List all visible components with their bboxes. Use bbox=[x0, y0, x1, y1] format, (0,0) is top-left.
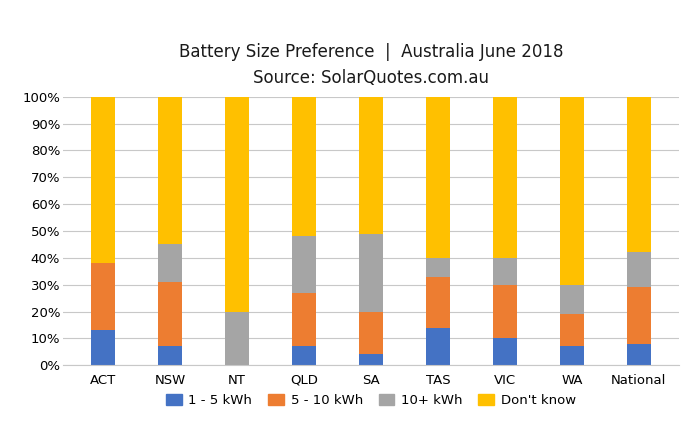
Bar bbox=[158, 244, 182, 282]
Bar bbox=[359, 234, 383, 312]
Title: Battery Size Preference  |  Australia June 2018
Source: SolarQuotes.com.au: Battery Size Preference | Australia June… bbox=[178, 43, 564, 87]
Bar bbox=[560, 97, 584, 285]
Legend: 1 - 5 kWh, 5 - 10 kWh, 10+ kWh, Don't know: 1 - 5 kWh, 5 - 10 kWh, 10+ kWh, Don't kn… bbox=[161, 389, 581, 412]
Bar bbox=[293, 236, 316, 293]
Bar bbox=[293, 97, 316, 236]
Bar bbox=[293, 346, 316, 365]
Bar bbox=[627, 287, 650, 344]
Bar bbox=[494, 97, 517, 258]
Bar bbox=[426, 328, 449, 365]
Bar bbox=[627, 97, 650, 253]
Bar bbox=[225, 312, 248, 365]
Bar bbox=[359, 355, 383, 365]
Bar bbox=[92, 330, 115, 365]
Bar bbox=[158, 282, 182, 346]
Bar bbox=[627, 253, 650, 287]
Bar bbox=[359, 97, 383, 234]
Bar bbox=[627, 344, 650, 365]
Bar bbox=[426, 277, 449, 328]
Bar bbox=[426, 97, 449, 258]
Bar bbox=[92, 97, 115, 263]
Bar bbox=[92, 263, 115, 330]
Bar bbox=[494, 338, 517, 365]
Bar bbox=[494, 258, 517, 285]
Bar bbox=[293, 293, 316, 346]
Bar bbox=[560, 314, 584, 346]
Bar bbox=[359, 312, 383, 355]
Bar bbox=[494, 285, 517, 338]
Bar bbox=[225, 97, 248, 312]
Bar bbox=[158, 97, 182, 244]
Bar bbox=[560, 285, 584, 314]
Bar bbox=[158, 346, 182, 365]
Bar bbox=[426, 258, 449, 277]
Bar bbox=[560, 346, 584, 365]
